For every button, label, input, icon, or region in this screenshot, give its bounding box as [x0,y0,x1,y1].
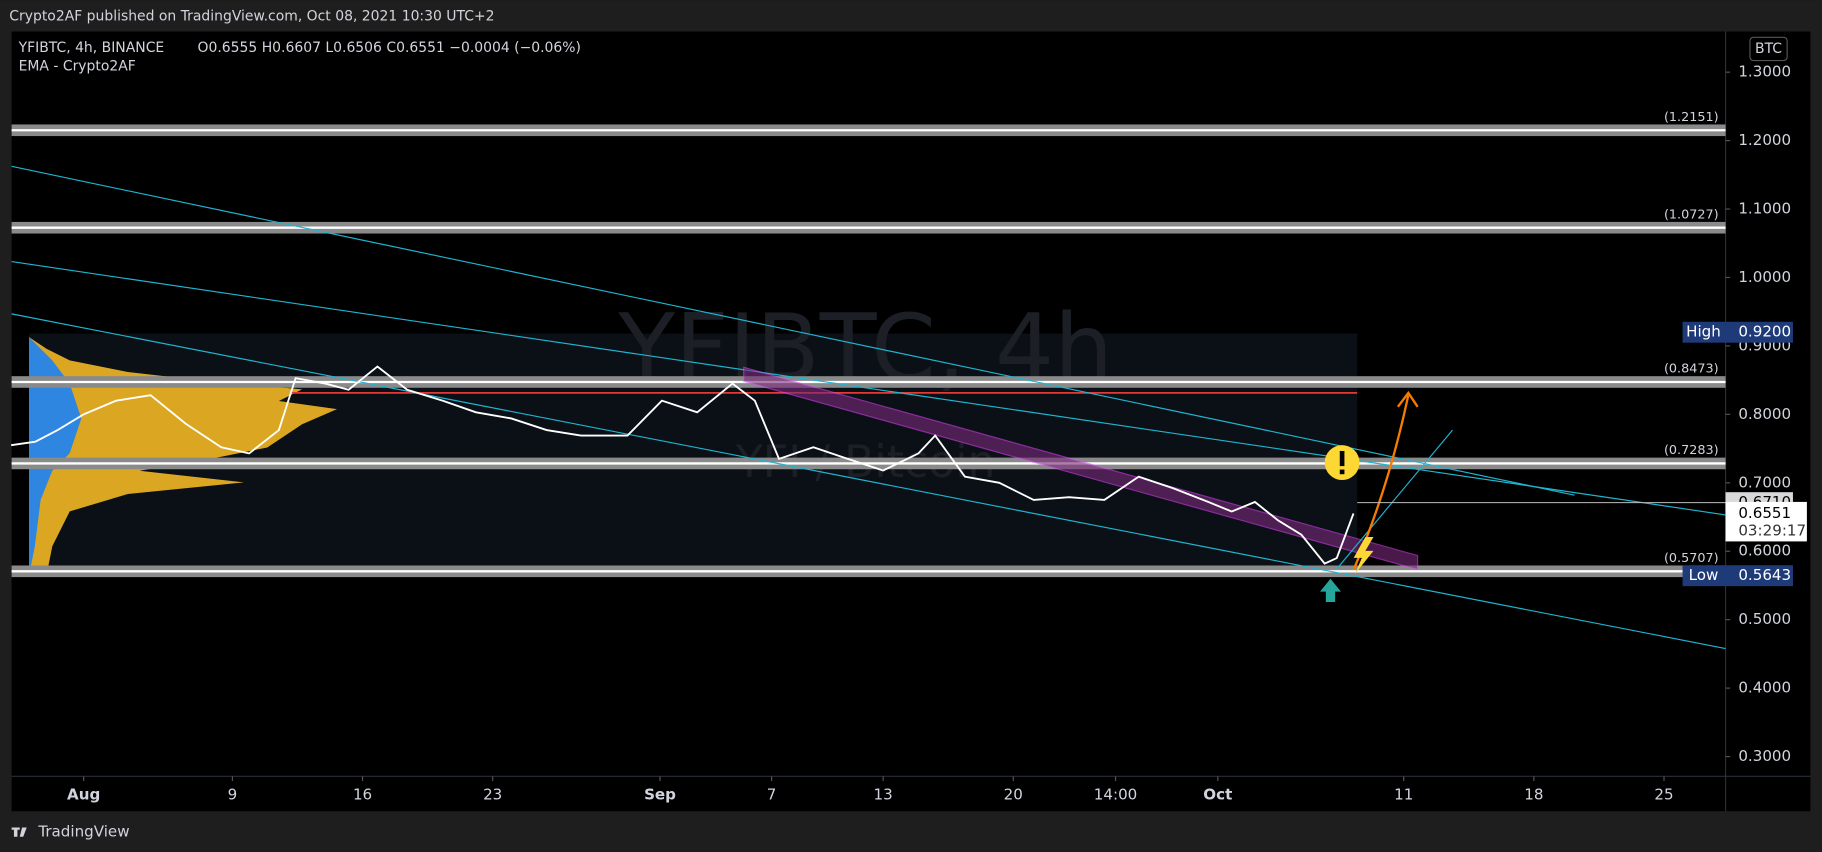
axes: 0.30000.40000.50000.60000.70000.80000.90… [67,63,1791,804]
brand-logo [11,827,27,837]
volume-profile [29,337,337,576]
level-label: (0.8473) [1664,362,1719,377]
x-tick-label: 7 [767,785,777,803]
plot [11,365,1355,565]
arrow-head [1396,390,1419,408]
y-tick-label: 1.0000 [1738,268,1791,286]
bolt-icon [1353,536,1374,575]
indicator: EMA - Crypto2AF [19,58,136,74]
x-tick-label: Sep [644,785,676,803]
high-tag-label: High [1686,323,1721,341]
high-badge [1725,321,1793,343]
alert-dot [1339,469,1345,475]
currency-button[interactable] [1749,36,1788,62]
level-label: (0.5707) [1664,551,1719,566]
y-tick-label: 0.6000 [1738,542,1791,560]
y-tick-label: 0.7000 [1738,473,1791,491]
last-price: 0.6551 [1738,504,1791,522]
y-tick-label: 1.2000 [1738,131,1791,149]
countdown: 03:29:17 [1738,521,1806,539]
low-badge-label: 0.5643 [1738,566,1791,584]
levels: (1.2151) (1.0727) (0.8473) (0.7283) (0.5707) [11,110,1726,578]
symbol: YFIBTC, 4h, BINANCE [18,40,165,56]
x-tick-label: Aug [67,785,100,803]
up-arrow [1320,578,1341,603]
trendline [1335,429,1453,570]
y-tick-label: 0.5000 [1738,610,1791,628]
x-tick-label: 25 [1654,785,1673,803]
x-tick-label: 14:00 [1094,785,1138,803]
x-tick-label: 18 [1524,785,1543,803]
y-tick-label: 0.8000 [1738,405,1791,423]
x-tick-label: 13 [874,785,893,803]
y-tick-label: 0.3000 [1738,747,1791,765]
level-label: (0.7283) [1664,443,1719,458]
low-tag [1682,565,1726,587]
x-tick-label: 9 [228,785,238,803]
level-label: (1.2151) [1664,110,1719,125]
alert-mark [1339,450,1345,467]
currency[interactable]: BTC [1755,41,1782,57]
volume-profile-up [29,337,82,576]
low-tag-label: Low [1689,566,1719,584]
last-price-badge [1725,501,1807,542]
y-tick-label: 0.4000 [1738,679,1791,697]
y-tick-label: 1.1000 [1738,200,1791,218]
x-tick-label: 23 [483,785,502,803]
x-tick-label: 11 [1394,785,1413,803]
x-tick-label: Oct [1203,785,1232,803]
ohlc: O0.6555 H0.6607 L0.6506 C0.6551 −0.0004 … [198,40,581,56]
y-tick-label: 1.3000 [1738,63,1791,81]
trendline [11,261,1726,516]
price-line [11,365,1355,565]
high-badge-label: 0.9200 [1738,323,1791,341]
brand: TradingView [37,823,129,841]
channel [743,366,1419,571]
low-badge [1725,565,1793,587]
level-label: (1.0727) [1664,207,1719,222]
high-tag [1682,321,1726,343]
published-line: Crypto2AF published on TradingView.com, … [9,8,494,24]
trendline [11,165,1575,496]
x-tick-label: 16 [353,785,372,803]
trendline [11,313,1726,650]
x-tick-label: 20 [1004,785,1023,803]
